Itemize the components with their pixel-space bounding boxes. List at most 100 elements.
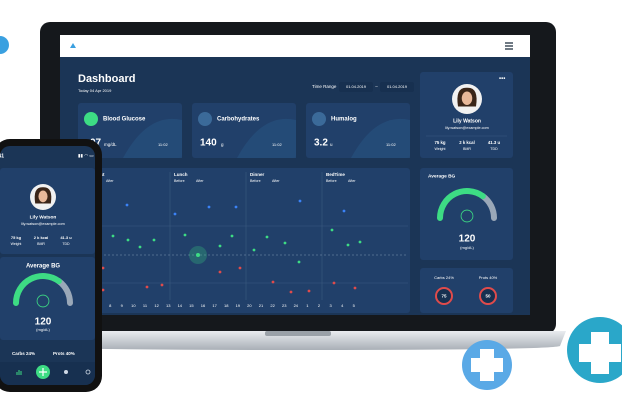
hour-label: 21 (259, 303, 264, 308)
hour-label: 5 (353, 303, 356, 308)
hour-label: 16 (201, 303, 206, 308)
label: Dashboard (78, 73, 135, 85)
avatar-face (461, 91, 473, 105)
reading-dot (298, 199, 302, 203)
label: Carbs 24% (434, 275, 454, 280)
label: Dinner (250, 172, 265, 177)
label: 11:02 (272, 142, 282, 147)
deco-circle (0, 36, 9, 54)
hour-label: 11 (143, 303, 148, 308)
nav-settings (85, 369, 91, 375)
label: After (348, 179, 356, 183)
label: 75 (441, 294, 447, 299)
logo (70, 43, 76, 48)
laptop-notch (265, 331, 331, 336)
label: Lily Watson (453, 118, 481, 124)
reading-dot (230, 234, 234, 238)
avatar-face (38, 190, 48, 203)
phone-clock: 9:41 (0, 153, 4, 159)
label: 2 k kcal (34, 235, 48, 240)
more-icon: ••• (499, 77, 505, 83)
reading-dot (218, 270, 222, 274)
hour-label: 20 (247, 303, 252, 308)
reading-dot (271, 280, 275, 284)
label: Lily Watson (30, 214, 57, 220)
reading-dot (297, 260, 301, 264)
reading-dot (330, 228, 334, 232)
label: TDD (490, 147, 498, 151)
label: Before (250, 179, 261, 183)
reading-dot (138, 245, 142, 249)
gauge-icon (460, 209, 474, 223)
label: Time Range (312, 84, 337, 89)
ring (435, 287, 453, 305)
label: 50 (485, 294, 491, 299)
label: 11:02 (158, 142, 168, 147)
date-box (339, 82, 373, 92)
gauge-fill (13, 273, 62, 306)
label: Before (174, 179, 185, 183)
panel (420, 168, 513, 260)
card-wave (123, 118, 182, 158)
label: BMR (463, 147, 471, 151)
reading-dot (101, 288, 105, 292)
reading-dot (346, 243, 350, 247)
reading-dot (173, 212, 177, 216)
label: After (272, 179, 280, 183)
card-icon (84, 112, 98, 126)
plus-icon (462, 340, 512, 390)
card-wave (237, 118, 296, 158)
label: 01.04.2019 (387, 84, 408, 89)
date-box (380, 82, 414, 92)
reading-dot (207, 205, 211, 209)
panel (78, 168, 410, 313)
label: 41.3 u (60, 235, 72, 240)
label: – (375, 84, 378, 89)
reading-dot (218, 244, 222, 248)
hour-label: 4 (341, 303, 344, 308)
reading-dot (252, 248, 256, 252)
label: lily.watson@example.com (445, 126, 489, 130)
reading-dot (358, 240, 362, 244)
phone-signal: ▮▮ ◠ ▭ (78, 153, 94, 158)
label: Average BG (428, 173, 456, 179)
reading-dot (152, 238, 156, 242)
label: BMR (37, 242, 45, 246)
brand-bold: Explained (107, 44, 136, 50)
label: mg/dL (104, 142, 117, 147)
label: Carbs 24% (12, 351, 35, 356)
label: After (196, 179, 204, 183)
hour-label: 24 (294, 303, 299, 308)
reading-dot (125, 203, 129, 207)
label: 41.3 u (488, 140, 501, 145)
reading-dot (160, 283, 164, 287)
phone-bg-card (0, 257, 95, 340)
label: Lunch (174, 172, 188, 177)
label: (mg/dL) (460, 245, 474, 250)
label: Prots 40% (53, 351, 75, 356)
hour-label: 3 (329, 303, 332, 308)
reading-dot (353, 286, 357, 290)
label: After (106, 179, 114, 183)
brand-name: My Health (78, 44, 105, 50)
reading-dot (183, 233, 187, 237)
nav-stats (16, 370, 22, 375)
label: 120 (459, 234, 476, 245)
card-icon (312, 112, 326, 126)
label: BedTime (326, 172, 345, 177)
reading-dot (283, 241, 287, 245)
hour-label: 2 (318, 303, 321, 308)
gauge-icon (36, 294, 50, 308)
label: (mg/dL) (36, 327, 50, 332)
plus-icon (567, 317, 622, 383)
hour-label: 18 (224, 303, 229, 308)
hour-label: 12 (154, 303, 159, 308)
reading-dot (101, 266, 105, 270)
label: Prots 40% (479, 275, 498, 280)
menu-icon (505, 42, 513, 50)
label: Humalog (331, 117, 357, 123)
label: Before (326, 179, 337, 183)
label: 11:02 (386, 142, 396, 147)
